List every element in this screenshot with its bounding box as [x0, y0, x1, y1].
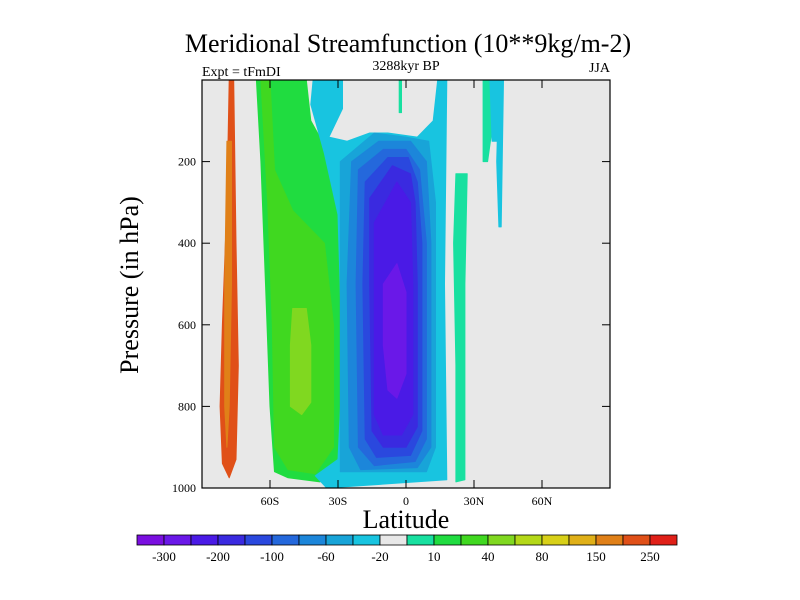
colorbar-swatch: [514, 534, 543, 546]
colorbar-label: -20: [371, 549, 388, 564]
contour-southern-cell-max: [289, 308, 312, 416]
chart-subtitle-left: Expt = tFmDI: [202, 65, 281, 80]
contour-hadley-l1: [382, 263, 407, 399]
colorbar-swatch: [217, 534, 246, 546]
colorbar-swatch: [163, 534, 192, 546]
y-axis-label: Pressure (in hPa): [115, 196, 144, 374]
colorbar-swatch: [622, 534, 651, 546]
colorbar-label: 80: [536, 549, 549, 564]
colorbar-label: -100: [260, 549, 284, 564]
colorbar-label: 40: [482, 549, 495, 564]
y-tick-label: 400: [178, 236, 196, 250]
colorbar-swatch: [136, 534, 165, 546]
colorbar-swatch: [352, 534, 381, 546]
colorbar-swatch: [568, 534, 597, 546]
contour-southern-cell-core: [260, 80, 334, 475]
x-axis-label: Latitude: [363, 505, 450, 534]
colorbar-swatch: [460, 534, 489, 546]
y-tick-label: 800: [178, 399, 196, 413]
chart-subtitle-center: 3288kyr BP: [372, 59, 440, 74]
colorbar-swatch: [433, 534, 462, 546]
colorbar-label: -200: [206, 549, 230, 564]
contour-stratospheric-jet-1: [398, 80, 402, 114]
colorbar-label: -60: [317, 549, 334, 564]
colorbar-swatch: [379, 534, 408, 546]
x-tick-label: 30S: [329, 494, 348, 508]
x-tick-label: 0: [403, 494, 409, 508]
contour-southern-mid-lat-outer-inner: [224, 140, 232, 448]
colorbar-swatch: [271, 534, 300, 546]
x-tick-label: 60N: [532, 494, 553, 508]
contour-fills: [219, 80, 504, 488]
colorbar-label: 10: [428, 549, 441, 564]
colorbar-swatch: [649, 534, 678, 546]
colorbar-swatch: [190, 534, 219, 546]
colorbar-label: 250: [640, 549, 660, 564]
y-tick-label: 600: [178, 318, 196, 332]
contour-northern-subtropical-band: [453, 173, 468, 483]
y-tick-label: 200: [178, 155, 196, 169]
colorbar-swatch: [487, 534, 516, 546]
colorbar-label: 150: [586, 549, 606, 564]
x-tick-label: 30N: [464, 494, 485, 508]
chart-subtitle-right: JJA: [589, 61, 611, 76]
colorbar-swatch: [595, 534, 624, 546]
colorbar-swatch: [298, 534, 327, 546]
colorbar-swatch: [406, 534, 435, 546]
contour-northern-upper-tail: [496, 80, 504, 228]
x-tick-label: 60S: [261, 494, 280, 508]
colorbar-label: -300: [152, 549, 176, 564]
colorbar-swatch: [325, 534, 354, 546]
colorbar-swatch: [244, 534, 273, 546]
axis-ticks: 60S 30S 0 30N 60N 200 400 600 800 1000: [172, 80, 610, 508]
colorbar: -300 -200 -100 -60 -20 10 40 80 150 250: [136, 534, 678, 564]
y-tick-label: 1000: [172, 481, 196, 495]
chart-title: Meridional Streamfunction (10**9kg/m-2): [185, 29, 631, 58]
colorbar-swatch: [541, 534, 570, 546]
